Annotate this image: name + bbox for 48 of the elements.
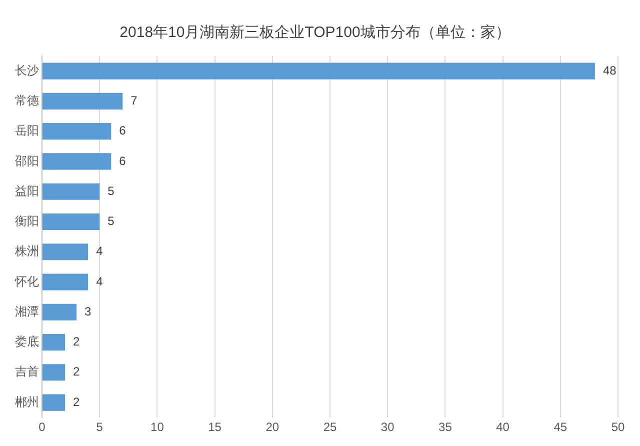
y-tick-label: 湘潭 (15, 304, 39, 318)
x-tick-label: 15 (208, 420, 222, 434)
x-tick-label: 40 (496, 420, 510, 434)
chart-title: 2018年10月湖南新三板企业TOP100城市分布（单位：家） (120, 24, 510, 42)
y-tick-label: 岳阳 (15, 124, 39, 138)
bar (42, 364, 66, 381)
x-tick-label: 50 (611, 420, 625, 434)
y-tick-label: 衡阳 (15, 214, 39, 228)
x-tick-label: 0 (38, 420, 46, 434)
bar (42, 394, 66, 411)
y-tick-label: 常德 (15, 94, 39, 108)
bar (42, 304, 77, 320)
bar (42, 244, 88, 260)
data-label: 4 (96, 274, 104, 288)
bar (42, 183, 100, 200)
y-tick-label: 株洲 (14, 244, 39, 258)
bar (42, 213, 100, 230)
data-label: 3 (84, 304, 92, 318)
x-tick-label: 5 (96, 420, 104, 434)
y-tick-label: 邵阳 (15, 154, 39, 168)
data-label: 6 (119, 124, 126, 138)
data-label: 48 (602, 63, 617, 78)
bar (42, 92, 123, 110)
data-label: 2 (73, 394, 80, 409)
y-tick-label: 娄底 (15, 334, 39, 349)
bar (42, 334, 66, 351)
x-tick-label: 10 (150, 420, 164, 434)
x-tick-label: 20 (266, 420, 280, 434)
x-tick-label: 25 (323, 420, 337, 434)
y-tick-label: 吉首 (15, 364, 39, 379)
bar (42, 274, 88, 290)
bar (42, 62, 595, 80)
y-tick-label: 益阳 (15, 184, 39, 198)
data-label: 4 (96, 244, 104, 258)
x-tick-label: 35 (438, 420, 452, 434)
data-label: 5 (108, 184, 115, 198)
y-tick-label: 长沙 (15, 63, 39, 78)
data-label: 5 (108, 214, 115, 228)
x-tick-label: 30 (380, 420, 395, 434)
bar (42, 153, 112, 170)
data-label: 2 (73, 364, 80, 379)
bar (42, 123, 112, 140)
data-label: 6 (119, 154, 126, 168)
data-label: 2 (73, 334, 80, 349)
y-tick-label: 怀化 (14, 274, 39, 288)
y-tick-label: 郴州 (15, 394, 39, 409)
x-tick-label: 45 (554, 420, 568, 434)
data-label: 7 (130, 94, 138, 108)
